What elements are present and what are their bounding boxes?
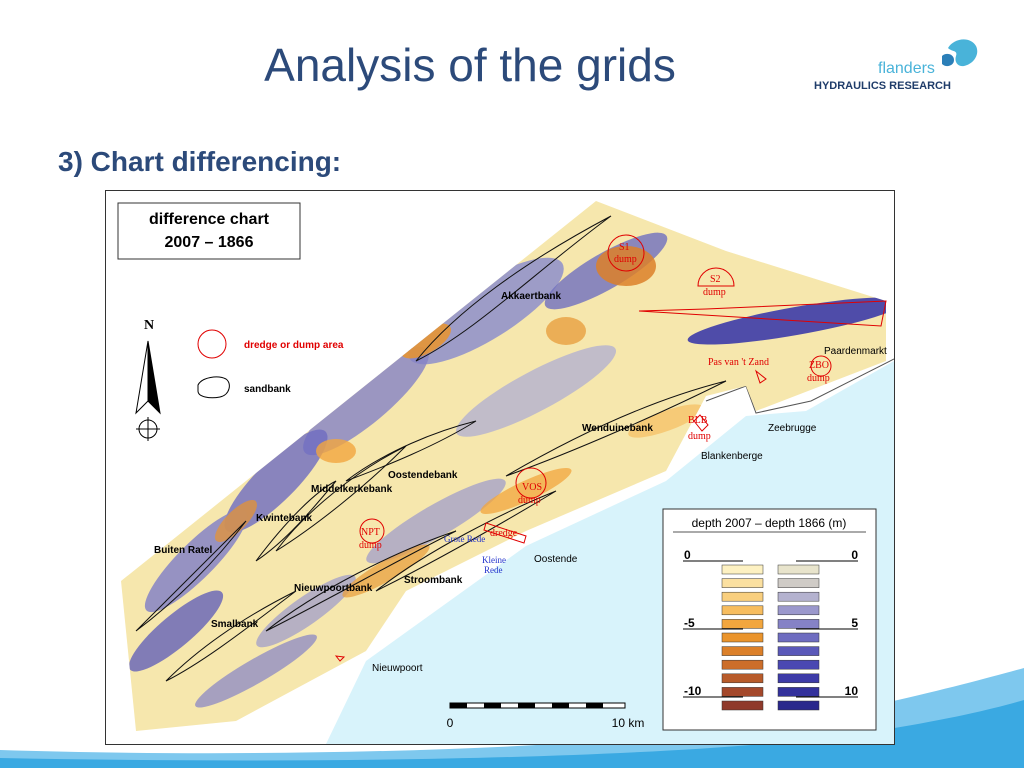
accretion-swatch-8 bbox=[777, 659, 820, 670]
chart-title-line2: 2007 – 1866 bbox=[165, 234, 254, 251]
label-akkaertbank: Akkaertbank bbox=[501, 291, 561, 302]
coastline bbox=[705, 358, 894, 414]
label-vos-dump: dump bbox=[518, 495, 541, 506]
depth-legend: depth 2007 – depth 1866 (m) 0 -5 -10 0 5… bbox=[662, 508, 877, 731]
difference-chart-map: Akkaertbank Wenduinebank Oostendebank Mi… bbox=[105, 190, 895, 745]
dump-area-outlines bbox=[334, 234, 887, 662]
legend-dump-area: dredge or dump area bbox=[244, 340, 344, 351]
scale-bar bbox=[449, 702, 626, 709]
label-blb-dump: dump bbox=[688, 431, 711, 442]
depth-legend-box bbox=[662, 508, 877, 731]
label-blb: BLB bbox=[688, 415, 708, 426]
label-kleine-rede-2: Rede bbox=[484, 565, 503, 575]
accretion-swatch-3 bbox=[777, 591, 820, 602]
accretion-swatches bbox=[777, 564, 820, 711]
accretion-swatch-2 bbox=[777, 578, 820, 588]
left-tick-10: -10 bbox=[684, 684, 702, 698]
label-oostendebank: Oostendebank bbox=[388, 470, 458, 481]
label-zbo-dump: dump bbox=[807, 373, 830, 384]
accretion-swatch-10 bbox=[777, 687, 820, 697]
logo-wordmark: flanders bbox=[878, 60, 935, 77]
legend-sandbank: sandbank bbox=[244, 384, 291, 395]
accretion-swatch-11 bbox=[777, 700, 820, 711]
chart-title-line1: difference chart bbox=[149, 211, 270, 228]
sandbank-outlines bbox=[135, 215, 727, 682]
label-npt: NPT bbox=[361, 527, 380, 538]
erosion-swatch-8 bbox=[721, 659, 764, 670]
accretion-swatch-9 bbox=[777, 673, 820, 684]
label-vos: VOS bbox=[522, 482, 542, 493]
flanders-hydraulics-logo: flanders HYDRAULICS RESEARCH bbox=[812, 38, 982, 98]
label-s1: S1 bbox=[619, 242, 630, 253]
north-label: N bbox=[144, 318, 154, 333]
logo-organization: HYDRAULICS RESEARCH bbox=[814, 80, 951, 92]
label-wenduinebank: Wenduinebank bbox=[582, 423, 653, 434]
map-canvas: Akkaertbank Wenduinebank Oostendebank Mi… bbox=[117, 201, 894, 744]
erosion-swatch-3 bbox=[721, 591, 764, 602]
left-tick-5: -5 bbox=[684, 616, 695, 630]
label-buiten-ratel: Buiten Ratel bbox=[154, 545, 213, 556]
label-nieuwpoortbank: Nieuwpoortbank bbox=[294, 583, 373, 594]
accretion-swatch-6 bbox=[777, 632, 820, 643]
sandbank-legend-icon bbox=[197, 376, 230, 399]
erosion-swatch-10 bbox=[721, 687, 764, 697]
label-paardenmarkt: Paardenmarkt bbox=[824, 346, 887, 357]
label-stroombank: Stroombank bbox=[404, 575, 463, 586]
right-tick-5: 5 bbox=[851, 616, 858, 630]
label-dredge: dredge bbox=[490, 528, 518, 539]
erosion-swatch-9 bbox=[721, 673, 764, 684]
label-zeebrugge: Zeebrugge bbox=[768, 423, 817, 434]
erosion-swatch-2 bbox=[721, 578, 764, 588]
label-grote-rede: Grote Rede bbox=[444, 534, 485, 544]
left-tick-0: 0 bbox=[684, 548, 691, 562]
label-kwintebank: Kwintebank bbox=[256, 513, 313, 524]
erosion-swatch-11 bbox=[721, 700, 764, 711]
label-npt-dump: dump bbox=[359, 540, 382, 551]
dump-area-legend-icon bbox=[197, 329, 227, 359]
label-s1-dump: dump bbox=[614, 254, 637, 265]
section-subtitle: 3) Chart differencing: bbox=[58, 146, 342, 177]
erosion-swatch-4 bbox=[721, 605, 764, 616]
chart-title-box bbox=[117, 202, 301, 260]
right-tick-0: 0 bbox=[851, 548, 858, 562]
accretion-swatch-4 bbox=[777, 605, 820, 616]
label-nieuwpoort: Nieuwpoort bbox=[372, 663, 423, 674]
right-tick-10: 10 bbox=[845, 684, 859, 698]
accretion-swatch-5 bbox=[777, 619, 820, 629]
depth-legend-title: depth 2007 – depth 1866 (m) bbox=[692, 516, 847, 530]
label-oostende: Oostende bbox=[534, 554, 578, 565]
label-kleine-rede-1: Kleine bbox=[482, 555, 506, 565]
logo-mark-icon bbox=[942, 39, 978, 67]
label-s2-dump: dump bbox=[703, 287, 726, 298]
accretion-swatch-1 bbox=[777, 564, 820, 575]
accretion-swatch-7 bbox=[777, 646, 820, 656]
label-smalbank: Smalbank bbox=[211, 619, 259, 630]
scale-start-label: 0 bbox=[447, 716, 454, 730]
slide-title: Analysis of the grids bbox=[264, 39, 676, 91]
label-s2: S2 bbox=[710, 274, 721, 285]
erosion-swatches bbox=[721, 564, 764, 711]
erosion-swatch-6 bbox=[721, 632, 764, 643]
erosion-swatch-5 bbox=[721, 619, 764, 629]
north-arrow-icon bbox=[135, 340, 161, 441]
scale-end-label: 10 km bbox=[612, 716, 645, 730]
label-blankenberge: Blankenberge bbox=[701, 451, 763, 462]
label-middelkerkebank: Middelkerkebank bbox=[311, 484, 393, 495]
erosion-swatch-1 bbox=[721, 564, 764, 575]
label-pas-van-t-zand: Pas van 't Zand bbox=[708, 357, 769, 368]
erosion-swatch-7 bbox=[721, 646, 764, 656]
label-zbo: ZBO bbox=[809, 360, 829, 371]
